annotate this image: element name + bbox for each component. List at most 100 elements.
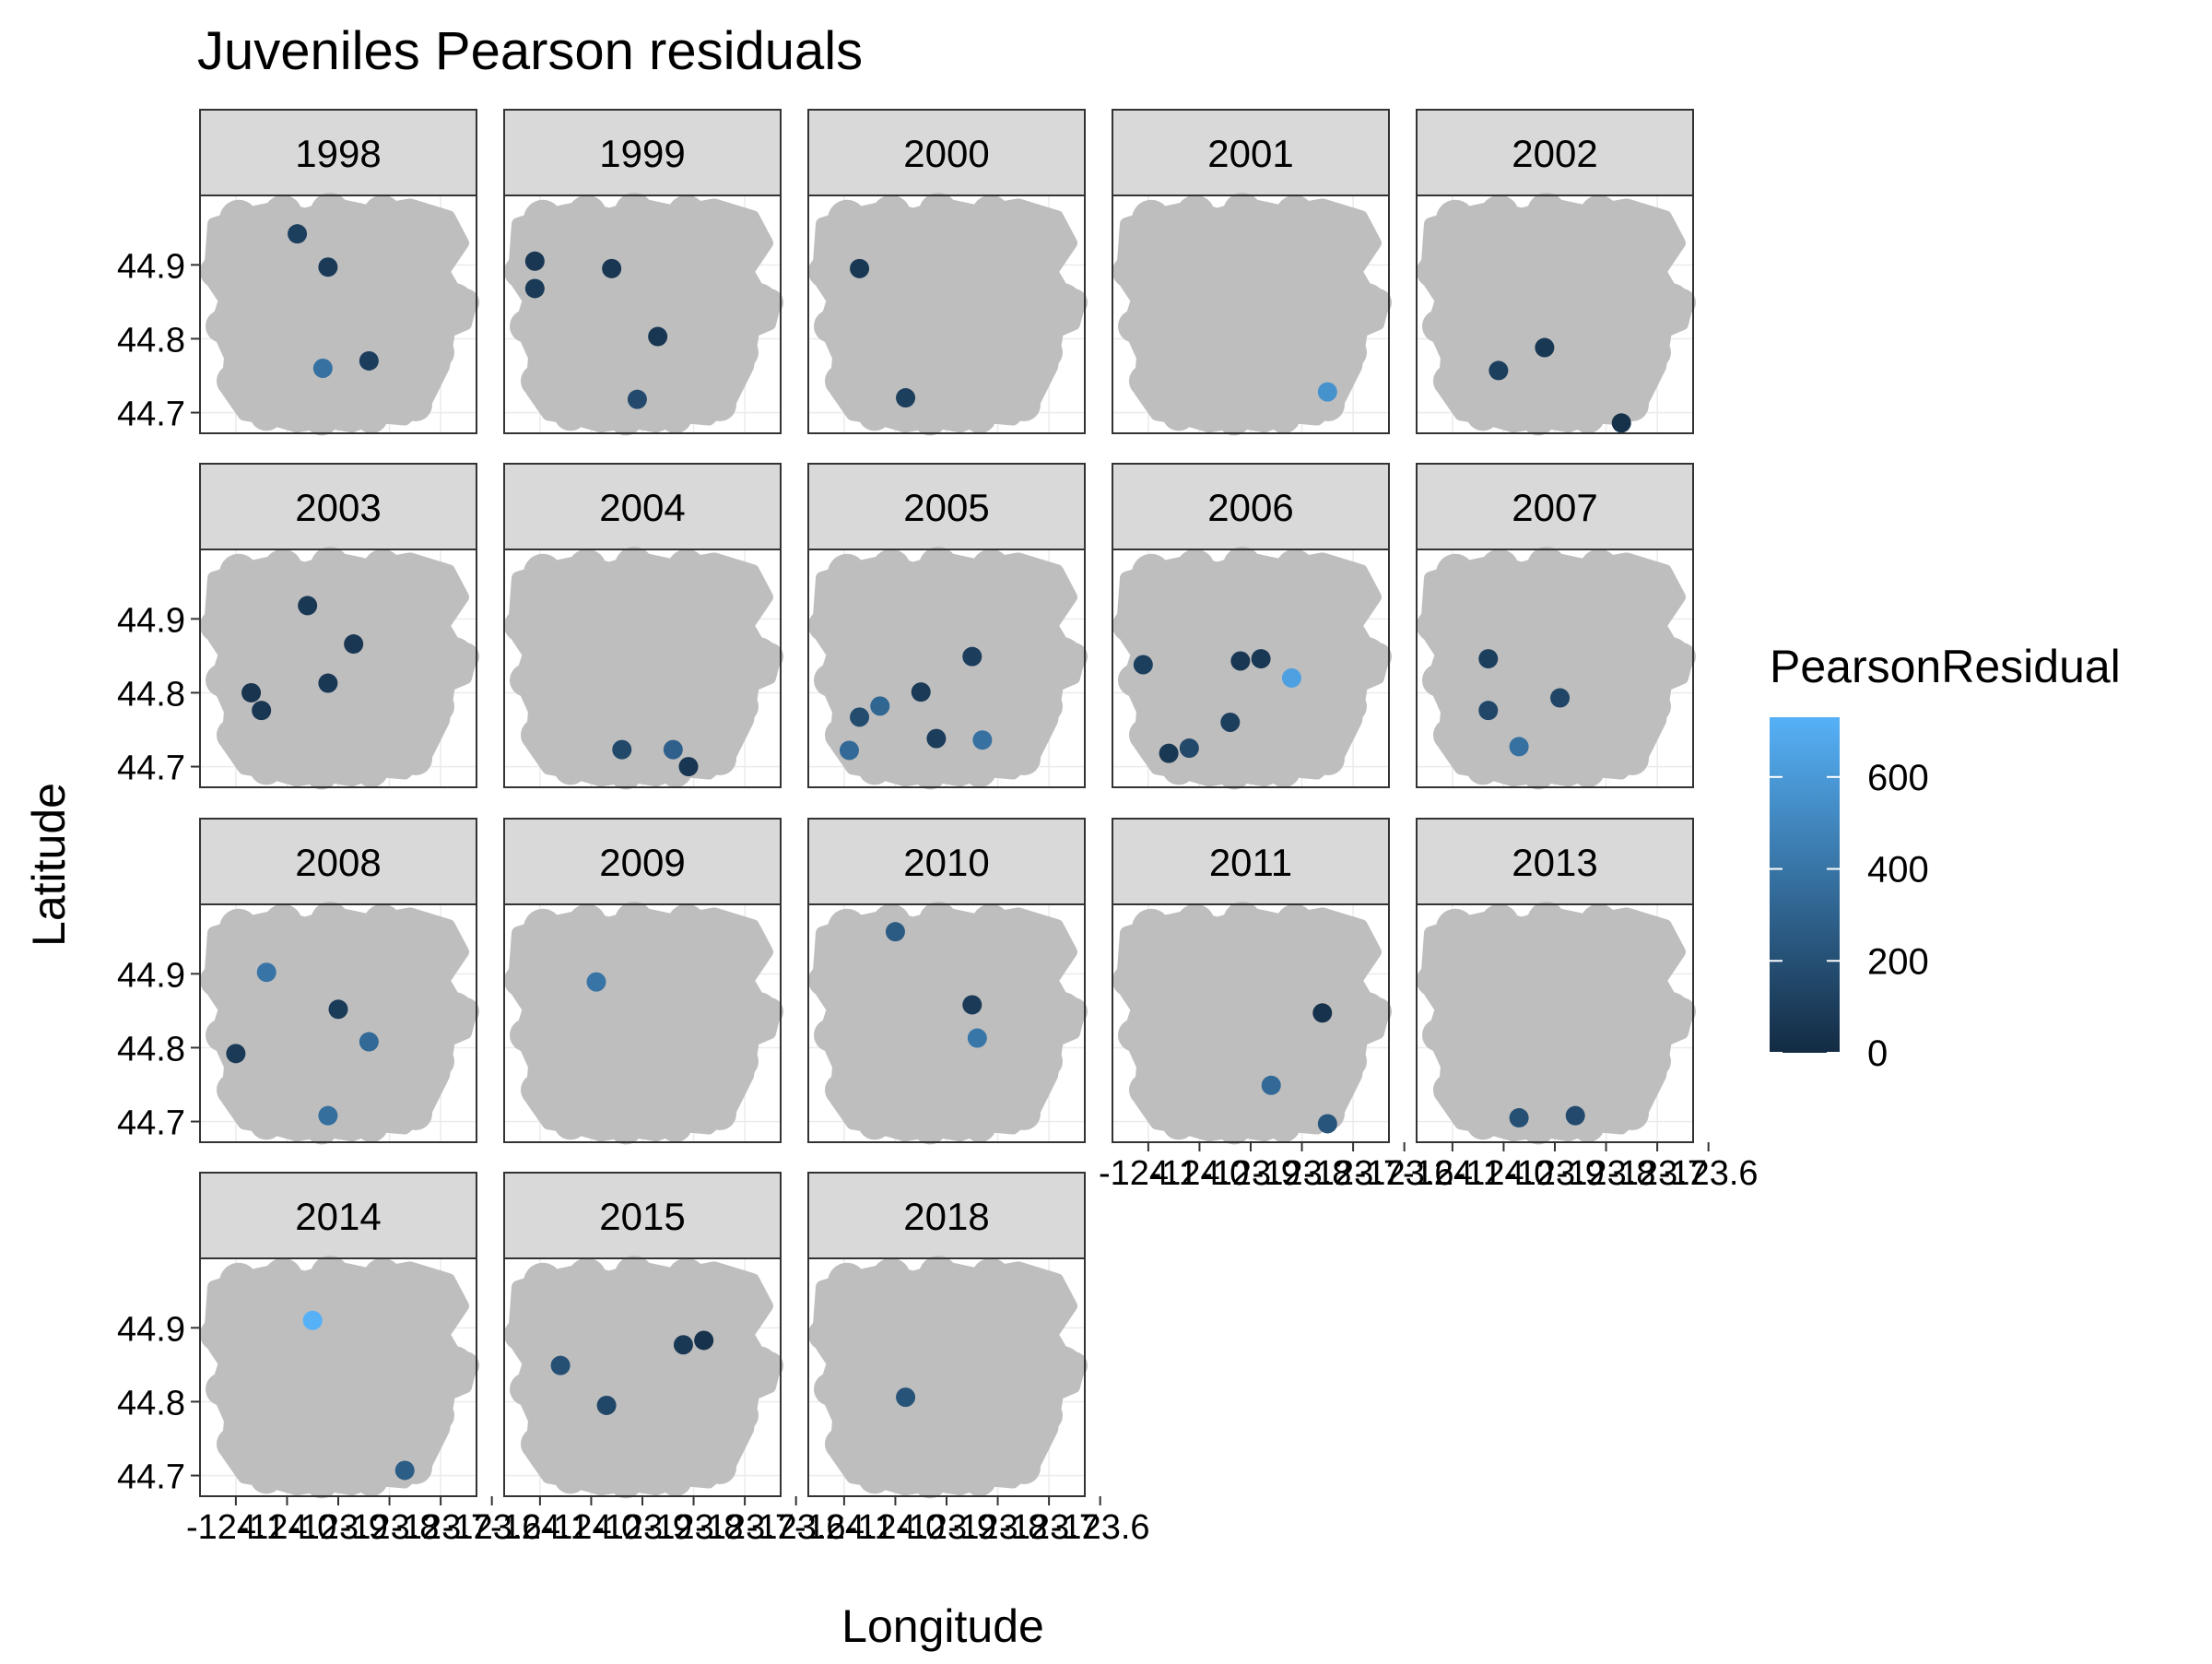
data-point xyxy=(602,258,622,278)
catchment-lobe xyxy=(421,561,454,595)
catchment-lobe xyxy=(659,1462,692,1496)
data-point xyxy=(1220,712,1241,732)
catchment-lobe xyxy=(1638,915,1671,950)
catchment-lobe xyxy=(1129,718,1162,752)
catchment-lobe xyxy=(1270,339,1314,384)
catchment-lobe xyxy=(504,963,537,997)
catchment-lobe xyxy=(421,915,454,950)
catchment-lobe xyxy=(1129,364,1162,398)
facet-panel-2000: 2000 xyxy=(807,109,1088,436)
catchment-lobe xyxy=(288,965,333,1010)
catchment-lobe xyxy=(913,1465,947,1499)
catchment-lobe xyxy=(363,903,402,943)
catchment-lobe xyxy=(363,195,402,234)
catchment-lobe xyxy=(703,1451,736,1485)
catchment-lobe xyxy=(399,742,432,776)
catchment-lobe xyxy=(1173,327,1218,372)
facet-strip-label: 1999 xyxy=(599,132,685,175)
legend-tick-label: 600 xyxy=(1867,758,1929,798)
catchment-lobe xyxy=(565,681,609,726)
catchment-lobe xyxy=(1522,756,1555,790)
facet-panel-2013: 2013 -124.1-124.0-123.9-123.8-123.7-123.6 xyxy=(1403,818,1759,1193)
panel-border xyxy=(807,903,1086,1143)
catchment-lobe xyxy=(703,388,736,422)
catchment-lobe xyxy=(200,608,233,643)
facet-strip-label: 2010 xyxy=(903,841,989,884)
catchment-lobe xyxy=(1436,908,1475,948)
catchment-lobe xyxy=(1505,610,1549,655)
data-point xyxy=(612,739,632,760)
x-axis-label: Longitude xyxy=(841,1600,1044,1652)
catchment-lobe xyxy=(814,309,847,343)
catchment-lobe xyxy=(1276,903,1314,943)
data-point xyxy=(288,224,308,244)
data-point xyxy=(241,682,262,702)
catchment-lobe xyxy=(206,309,239,343)
panel-border xyxy=(1112,195,1390,434)
facet-panel-2010: 2010 xyxy=(807,818,1088,1145)
catchment-lobe xyxy=(1533,996,1588,1051)
legend-colorbar xyxy=(1770,717,1840,1053)
catchment-lobe xyxy=(1533,641,1588,696)
catchment-lobe xyxy=(524,553,562,593)
catchment-lobe xyxy=(808,1317,841,1351)
x-tick-label: -124.0 xyxy=(238,1508,337,1547)
x-tick-label: -123.9 xyxy=(1201,1154,1300,1193)
catchment-lobe xyxy=(250,1460,283,1494)
data-point xyxy=(678,757,699,777)
catchment-lobe xyxy=(421,207,454,241)
data-point xyxy=(1230,651,1251,671)
panel-border xyxy=(503,549,782,788)
data-point xyxy=(226,1044,246,1064)
x-tick-label: -123.9 xyxy=(593,1508,692,1547)
x-tick-label: -123.7 xyxy=(1303,1154,1403,1193)
catchment-lobe xyxy=(609,1111,642,1145)
facet-strip-label: 2011 xyxy=(1209,841,1292,884)
catchment-lobe xyxy=(421,1269,454,1304)
catchment-lobe xyxy=(206,1018,239,1052)
catchment-lobe xyxy=(609,402,642,436)
catchment-lobe xyxy=(725,336,759,370)
catchment-lobe xyxy=(1466,397,1500,431)
catchment-lobe xyxy=(756,643,783,671)
catchment-lobe xyxy=(1112,608,1146,643)
data-point xyxy=(850,258,870,278)
catchment-lobe xyxy=(1527,193,1566,232)
catchment-lobe xyxy=(1364,643,1392,671)
catchment-lobe xyxy=(1060,289,1088,317)
panel-border xyxy=(1416,195,1694,434)
catchment-lobe xyxy=(825,364,858,398)
catchment-lobe xyxy=(963,399,996,433)
catchment-lobe xyxy=(913,1111,947,1145)
panel-border xyxy=(807,549,1086,788)
catchment-lobe xyxy=(1267,1108,1300,1142)
x-tick-label: -124.0 xyxy=(1150,1154,1250,1193)
catchment-lobe xyxy=(554,397,587,431)
catchment-shape xyxy=(808,193,1088,436)
facet-strip-label: 2004 xyxy=(599,486,685,529)
catchment-lobe xyxy=(261,327,305,372)
catchment-lobe xyxy=(217,1427,250,1461)
catchment-lobe xyxy=(966,1048,1010,1093)
facet-strip-label: 1998 xyxy=(295,132,381,175)
legend-tick-label: 200 xyxy=(1867,941,1929,982)
catchment-lobe xyxy=(565,327,609,372)
catchment-lobe xyxy=(358,339,402,384)
facet-strip xyxy=(1416,109,1694,196)
data-point xyxy=(328,999,348,1020)
catchment-lobe xyxy=(1574,1048,1618,1093)
catchment-lobe xyxy=(1173,681,1218,726)
catchment-lobe xyxy=(725,690,759,724)
data-point xyxy=(1478,649,1499,669)
x-tick-label: -124.1 xyxy=(186,1508,286,1547)
catchment-lobe xyxy=(568,903,606,943)
catchment-lobe xyxy=(1223,902,1262,941)
catchment-lobe xyxy=(971,549,1010,588)
catchment-lobe xyxy=(858,1106,891,1140)
catchment-lobe xyxy=(1030,1044,1063,1079)
catchment-lobe xyxy=(1466,751,1500,785)
facet-strip xyxy=(807,1172,1086,1259)
catchment-lobe xyxy=(1571,753,1605,787)
catchment-lobe xyxy=(919,1256,958,1295)
